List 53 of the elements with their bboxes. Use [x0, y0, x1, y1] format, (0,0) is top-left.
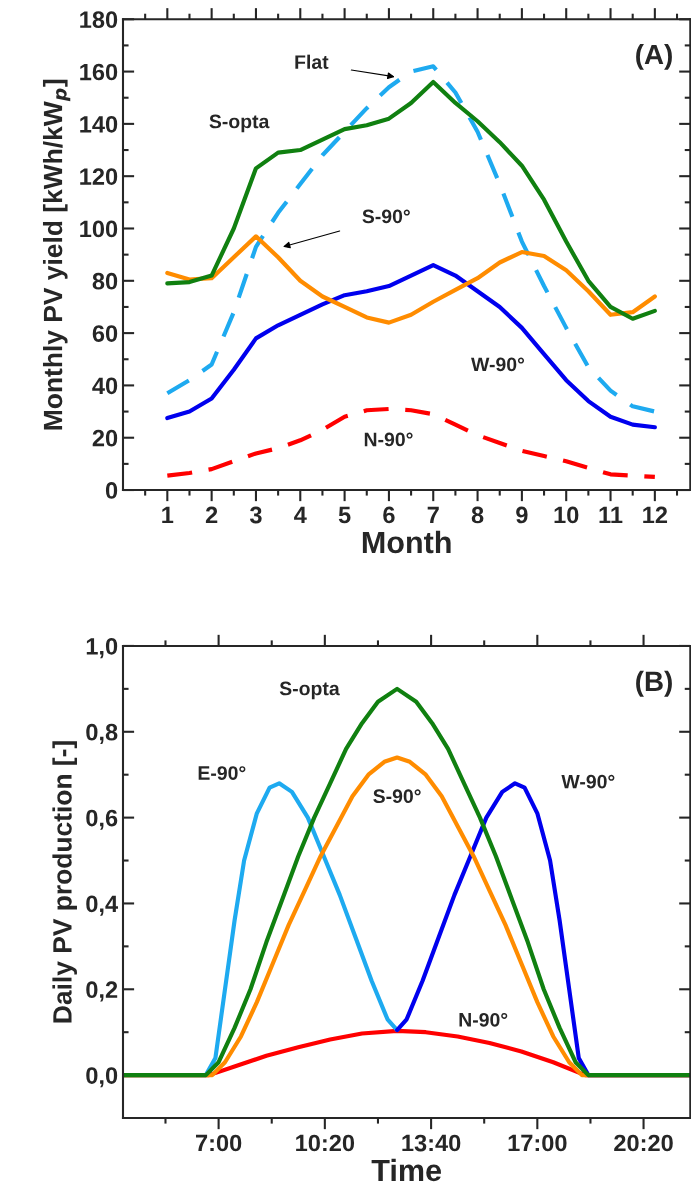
x-axis-title: Month	[362, 530, 451, 554]
y-tick-label: 20	[92, 429, 118, 447]
y-axis-title: Monthly PV yield [kWh/kW$_{p}$]	[42, 79, 71, 430]
y-axis-title: Daily PV production [-]	[52, 741, 77, 1023]
x-tick-label: 6	[383, 506, 395, 524]
y-tick-label: 60	[92, 325, 118, 342]
y-tick-label: 0	[105, 482, 118, 499]
x-tick-label: 11	[599, 506, 623, 524]
series-label: W-90°	[471, 357, 525, 372]
x-tick-label: 7:00	[196, 1134, 242, 1152]
x-tick-label: 8	[471, 506, 484, 524]
y-tick-label: 80	[92, 272, 118, 290]
y-tick-label: 0,4	[86, 895, 119, 916]
annotation: (A)	[636, 43, 672, 70]
y-tick-label: 160	[80, 63, 118, 81]
x-tick-label: 10	[554, 506, 579, 524]
line-series	[165, 406, 657, 480]
x-axis-title: Time	[371, 1158, 441, 1182]
line-series	[165, 263, 657, 430]
x-tick-label: 7	[427, 506, 439, 524]
y-tick-label: 140	[80, 115, 118, 133]
series-label: N-90°	[459, 1012, 508, 1027]
series-label: E-90°	[198, 766, 246, 780]
x-tick-label: 9	[516, 506, 528, 524]
x-tick-label: 12	[643, 506, 668, 524]
y-tick-label: 0,8	[86, 723, 118, 744]
x-tick-label: 10:20	[296, 1134, 355, 1152]
x-tick-label: 3	[249, 506, 262, 524]
x-tick-label: 1	[162, 506, 174, 524]
y-tick-label: 1,0	[86, 638, 118, 659]
x-tick-label: 5	[338, 506, 351, 524]
series-label: S-90°	[373, 789, 421, 804]
x-tick-label: 17:00	[508, 1134, 567, 1152]
text: Flat	[295, 54, 329, 69]
series-label: S-opta	[209, 114, 270, 133]
x-tick-label: 13:40	[402, 1134, 461, 1152]
line-series	[165, 234, 657, 325]
series-label: W-90°	[561, 774, 615, 789]
y-tick-label: 0,2	[86, 981, 118, 1002]
x-tick-label: 2	[205, 506, 218, 524]
series-label: N-90°	[364, 432, 413, 447]
text: S-90°	[362, 209, 410, 224]
series-label: S-opta	[279, 681, 340, 700]
y-tick-label: 40	[92, 377, 118, 395]
line-series	[165, 79, 657, 321]
y-tick-label: 0,0	[86, 1067, 118, 1088]
y-tick-label: 180	[80, 11, 118, 29]
x-tick-label: 20:20	[614, 1134, 673, 1152]
x-tick-label: 4	[294, 506, 307, 524]
annotation: (B)	[636, 670, 672, 697]
y-tick-label: 0,6	[86, 809, 118, 830]
y-tick-label: 120	[80, 168, 118, 185]
y-tick-label: 100	[80, 220, 118, 238]
